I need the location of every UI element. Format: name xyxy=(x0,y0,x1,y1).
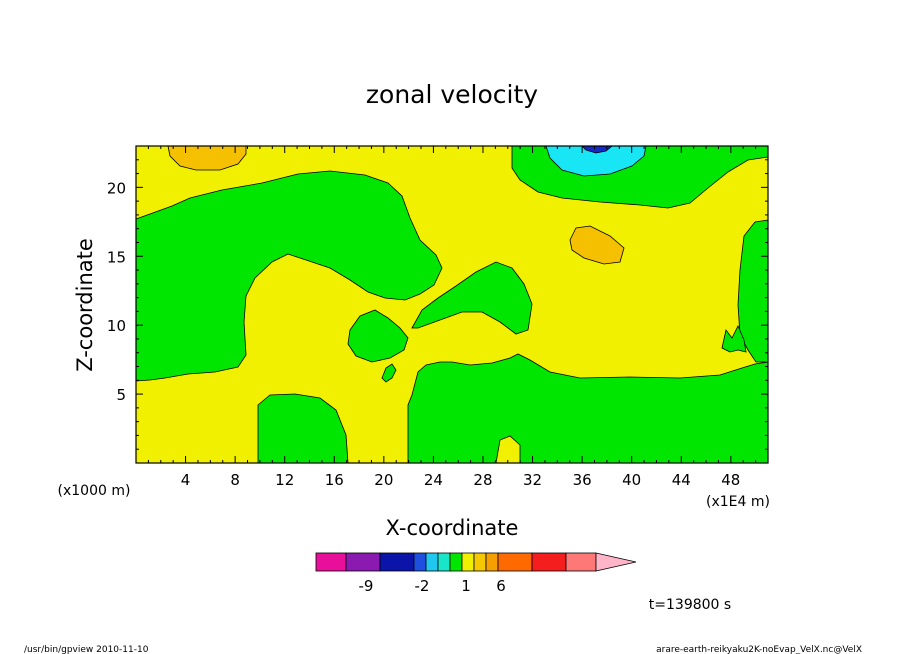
x-tick-label: 20 xyxy=(374,471,393,489)
green-region-bottom-left xyxy=(257,393,349,464)
x-tick-label: 16 xyxy=(325,471,344,489)
x-tick-label: 40 xyxy=(622,471,641,489)
y-axis-title: Z-coordinate xyxy=(73,238,97,372)
orange-region-top-left xyxy=(167,145,247,171)
x-multiplier-label: (x1E4 m) xyxy=(706,494,770,510)
orange-region-mid xyxy=(569,225,625,265)
x-tick-label: 4 xyxy=(181,471,191,489)
colorbar-tick-labels: -9 -2 1 6 xyxy=(359,577,506,595)
y-tick-label: 20 xyxy=(107,179,126,197)
footer-right: arare-earth-reikyaku2K-noEvap_VelX.nc@Ve… xyxy=(656,645,862,654)
colorbar-segment xyxy=(345,552,381,572)
colorbar-tick-label: -9 xyxy=(359,577,374,595)
plot-frame xyxy=(135,145,769,464)
colorbar-segment xyxy=(425,552,439,572)
y-tick-label: 15 xyxy=(107,248,126,266)
colorbar-tick-label: -2 xyxy=(415,577,430,595)
x-tick-label: 28 xyxy=(473,471,492,489)
colorbar-segment xyxy=(437,552,451,572)
y-tick-label: 5 xyxy=(116,386,126,404)
green-region-right xyxy=(737,219,769,363)
colorbar-segment xyxy=(379,552,415,572)
colorbar xyxy=(315,552,637,572)
colorbar-tick-label: 6 xyxy=(496,577,506,595)
colorbar-segment xyxy=(485,552,499,572)
green-region-left xyxy=(135,170,443,382)
green-region-center xyxy=(411,261,533,335)
colorbar-segment xyxy=(473,552,487,572)
colorbar-segment xyxy=(449,552,463,572)
x-tick-label: 44 xyxy=(672,471,691,489)
x-tick-label: 12 xyxy=(275,471,294,489)
cyan-region xyxy=(545,145,647,177)
colorbar-arrow xyxy=(595,552,637,572)
colorbar-segment xyxy=(497,552,533,572)
colorbar-segment xyxy=(413,552,427,572)
x-tick-label: 8 xyxy=(230,471,240,489)
x-unit-label: (x1000 m) xyxy=(58,483,131,499)
x-tick-label: 48 xyxy=(721,471,740,489)
green-region-spike xyxy=(721,325,747,353)
colorbar-tick-label: 1 xyxy=(461,577,471,595)
colorbar-segment xyxy=(315,552,347,572)
x-axis-title: X-coordinate xyxy=(386,516,519,540)
footer-left: /usr/bin/gpview 2010-11-10 xyxy=(24,645,149,654)
x-axis: 4 8 12 16 20 24 28 32 36 40 44 48 xyxy=(147,146,757,489)
contour-regions xyxy=(135,145,769,464)
colorbar-segment xyxy=(565,552,597,572)
green-region-small xyxy=(347,309,409,363)
time-label: t=139800 s xyxy=(649,597,731,613)
x-tick-label: 32 xyxy=(523,471,542,489)
x-tick-label: 36 xyxy=(573,471,592,489)
y-axis: 5 10 15 20 xyxy=(107,159,768,450)
chart-title: zonal velocity xyxy=(366,80,538,109)
green-region-bottom-right xyxy=(407,353,769,464)
y-tick-label: 10 xyxy=(107,317,126,335)
green-region-tiny xyxy=(381,363,397,383)
x-tick-label: 24 xyxy=(424,471,443,489)
colorbar-segment xyxy=(461,552,475,572)
colorbar-segment xyxy=(531,552,567,572)
